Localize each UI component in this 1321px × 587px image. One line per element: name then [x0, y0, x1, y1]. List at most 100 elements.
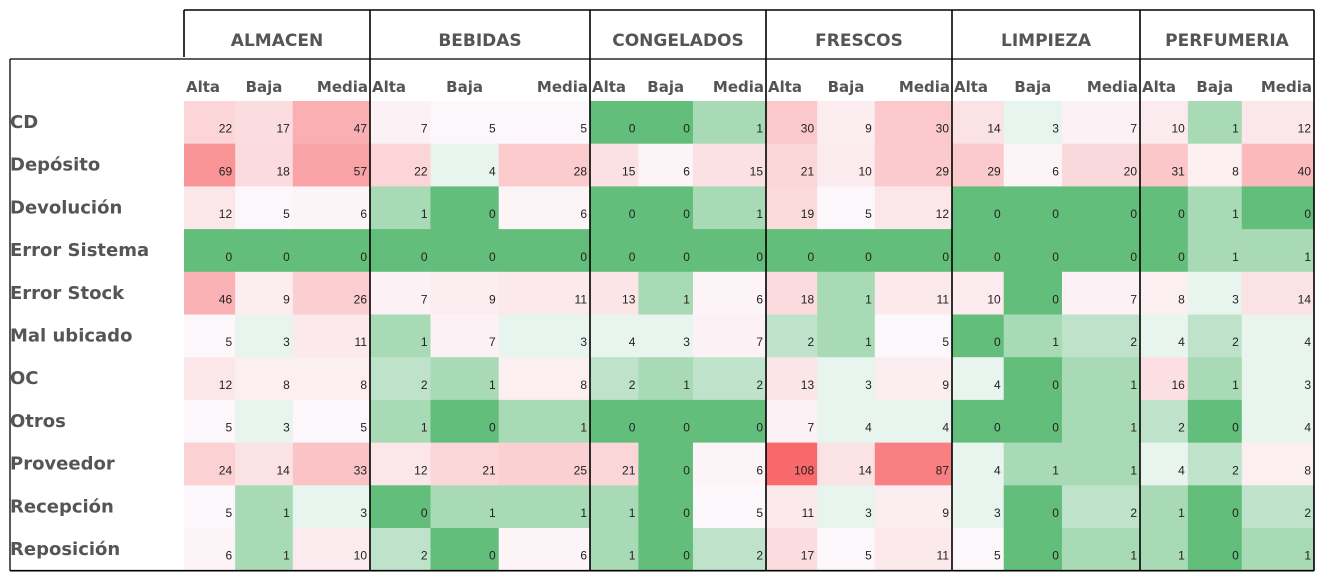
cell-value: 10 [987, 293, 1001, 307]
cell-value: 69 [219, 164, 233, 178]
heatmap-cell-reposicion-bebidas-media [498, 528, 591, 572]
cell-value: 1 [283, 549, 290, 563]
heatmap-cell-recepcion-almacen-alta [184, 485, 236, 529]
cell-value: 1 [1304, 250, 1311, 264]
cell-value: 5 [360, 421, 367, 435]
heatmap-cell-oc-congelados-alta [590, 357, 639, 401]
heatmap-cell-deposito-perfumeria-baja [1187, 143, 1243, 187]
heatmap-cell-recepcion-bebidas-alta [370, 485, 432, 529]
heatmap-cell-reposicion-limpieza-baja [1003, 528, 1063, 572]
heatmap-cell-cd-frescos-baja [817, 101, 876, 145]
cell-value: 8 [1232, 164, 1239, 178]
heatmap-cell-proveedor-limpieza-alta [952, 442, 1005, 486]
heatmap-cell-reposicion-frescos-baja [817, 528, 876, 572]
cell-value: 3 [360, 506, 367, 520]
heatmap-cell-error-stock-bebidas-media [498, 271, 591, 316]
cell-value: 1 [489, 506, 496, 520]
cell-value: 21 [622, 463, 636, 477]
heatmap-cell-recepcion-perfumeria-baja [1187, 485, 1243, 529]
heatmap-cell-recepcion-bebidas-media [498, 485, 591, 529]
subheader-congelados-media: Media [713, 78, 764, 96]
heatmap-cell-error-stock-perfumeria-media [1241, 271, 1315, 316]
cell-value: 2 [1130, 506, 1137, 520]
heatmap-cell-proveedor-frescos-baja [817, 442, 876, 486]
cell-value: 1 [1178, 506, 1185, 520]
cell-value: 1 [865, 293, 872, 307]
subheader-bebidas-baja: Baja [446, 78, 483, 96]
heatmap-cell-proveedor-perfumeria-alta [1140, 442, 1189, 486]
cell-value: 0 [1052, 549, 1059, 563]
cell-value: 1 [683, 293, 690, 307]
heatmap-cell-error-sistema-almacen-baja [235, 229, 294, 273]
heatmap-cell-oc-frescos-alta [766, 357, 818, 401]
subheader-congelados-baja: Baja [647, 78, 684, 96]
row-label-mal-ubicado: Mal ubicado [10, 326, 132, 347]
cell-value: 8 [1178, 293, 1185, 307]
subheader-limpieza-media: Media [1087, 78, 1138, 96]
cell-value: 7 [1130, 122, 1137, 136]
heatmap-cell-proveedor-bebidas-media [498, 442, 591, 486]
heatmap-cell-oc-congelados-media [692, 357, 767, 401]
group-header-bebidas: BEBIDAS [438, 31, 521, 51]
heatmap-cell-proveedor-congelados-baja [638, 442, 694, 486]
heatmap-cell-devolucion-congelados-alta [590, 186, 639, 230]
cell-value: 1 [489, 378, 496, 392]
cell-value: 0 [489, 207, 496, 221]
heatmap-cells [184, 101, 1315, 572]
heatmap-cell-mal-ubicado-limpieza-alta [952, 314, 1005, 358]
heatmap-cell-recepcion-congelados-alta [590, 485, 639, 529]
cell-value: 0 [489, 250, 496, 264]
heatmap-cell-proveedor-perfumeria-media [1241, 442, 1315, 486]
cell-value: 4 [629, 335, 636, 349]
cell-value: 13 [801, 378, 815, 392]
cell-value: 0 [1052, 421, 1059, 435]
cell-value: 1 [629, 549, 636, 563]
cell-value: 2 [1304, 506, 1311, 520]
cell-value: 0 [683, 207, 690, 221]
subheader-frescos-alta: Alta [768, 78, 802, 96]
cell-value: 0 [683, 506, 690, 520]
cell-value: 3 [283, 421, 290, 435]
heatmap-cell-proveedor-almacen-alta [184, 442, 236, 486]
row-label-error-sistema: Error Sistema [10, 240, 149, 261]
heatmap-cell-cd-congelados-media [692, 101, 767, 145]
heatmap-cell-deposito-congelados-media [692, 143, 767, 187]
heatmap-cell-otros-perfumeria-alta [1140, 399, 1189, 444]
cell-value: 0 [580, 250, 587, 264]
heatmap-cell-otros-frescos-media [874, 399, 953, 444]
cell-value: 30 [936, 122, 950, 136]
heatmap-cell-error-sistema-limpieza-media [1061, 229, 1141, 273]
cell-value: 0 [683, 122, 690, 136]
cell-value: 8 [360, 378, 367, 392]
cell-value: 20 [1124, 164, 1138, 178]
heatmap-cell-devolucion-bebidas-media [498, 186, 591, 230]
cell-value: 1 [756, 122, 763, 136]
heatmap-cell-mal-ubicado-congelados-baja [638, 314, 694, 358]
cell-value: 0 [489, 421, 496, 435]
subheader-frescos-baja: Baja [828, 78, 865, 96]
heatmap-cell-proveedor-congelados-alta [590, 442, 639, 486]
cell-value: 46 [219, 293, 233, 307]
cell-value: 2 [421, 549, 428, 563]
cell-value: 0 [994, 421, 1001, 435]
heatmap-cell-oc-bebidas-alta [370, 357, 432, 401]
heatmap-cell-devolucion-bebidas-alta [370, 186, 432, 230]
cell-value: 2 [421, 378, 428, 392]
heatmap-cell-error-sistema-congelados-media [692, 229, 767, 273]
heatmap-cell-oc-almacen-alta [184, 357, 236, 401]
heatmap-cell-error-stock-perfumeria-alta [1140, 271, 1189, 316]
cell-value: 8 [1304, 463, 1311, 477]
cell-value: 11 [575, 293, 588, 307]
cell-value: 6 [360, 207, 367, 221]
subheader-bebidas-alta: Alta [372, 78, 406, 96]
heatmap-cell-devolucion-frescos-media [874, 186, 953, 230]
cell-value: 1 [580, 421, 587, 435]
cell-value: 6 [1052, 164, 1059, 178]
cell-value: 5 [865, 207, 872, 221]
cell-value: 19 [801, 207, 815, 221]
heatmap-cell-error-stock-frescos-baja [817, 271, 876, 316]
heatmap-cell-error-stock-bebidas-baja [430, 271, 500, 316]
heatmap-cell-proveedor-perfumeria-baja [1187, 442, 1243, 486]
heatmap-cell-recepcion-congelados-media [692, 485, 767, 529]
